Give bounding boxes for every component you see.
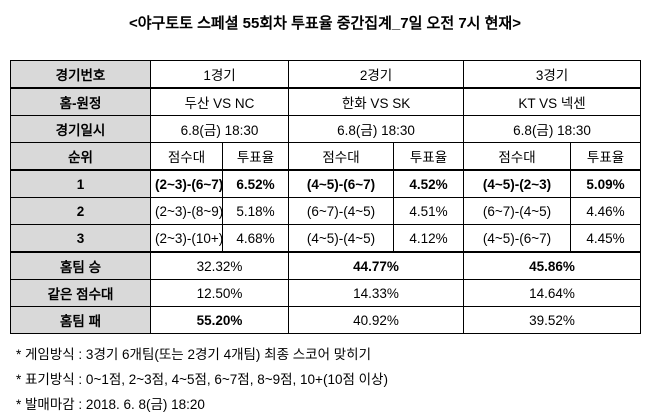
note: * 발매마감 : 2018. 6. 8(금) 18:20 [16, 397, 205, 412]
table-cell: 홈팀 패 [10, 306, 151, 334]
table-cell: 3경기 [463, 60, 642, 89]
table-cell: 4.46% [570, 197, 642, 225]
note: * 표기방식 : 0~1점, 2~3점, 4~5점, 6~7점, 8~9점, 1… [16, 372, 388, 387]
table-cell: 40.92% [288, 306, 465, 334]
table-cell: 점수대 [288, 142, 395, 171]
vote-table: 경기번호 1경기 2경기 3경기 홈-원정 두산 VS NC 한화 VS SK KT VS 넥… [10, 60, 642, 334]
table-cell: 39.52% [463, 306, 642, 334]
table-cell: 홈팀 승 [10, 251, 151, 280]
table-cell: 2 [10, 197, 151, 225]
table-cell: KT VS 넥센 [463, 87, 642, 116]
table-cell: 투표율 [221, 142, 290, 171]
table-row: 경기번호 1경기 2경기 3경기 [10, 60, 642, 89]
table-cell: (2~3)-(6~7) [150, 169, 223, 198]
table-cell: 한화 VS SK [288, 87, 465, 116]
table-cell: (4~5)-(2~3) [463, 169, 572, 198]
table-cell: 55.20% [149, 306, 290, 334]
table-cell: 경기일시 [10, 115, 151, 143]
table-cell: 45.86% [463, 251, 642, 280]
table-cell: 44.77% [288, 251, 465, 280]
table-row: 홈팀 패 55.20% 40.92% 39.52% [10, 306, 642, 334]
table-cell: 4.52% [393, 169, 465, 198]
table-cell: 투표율 [393, 142, 465, 171]
table-cell: (2~3)-(8~9) [150, 197, 223, 225]
table-cell: (4~5)-(6~7) [463, 224, 572, 253]
table-cell: 5.18% [221, 197, 290, 225]
table-cell: 5.09% [570, 169, 642, 198]
table-cell: (4~5)-(6~7) [288, 169, 395, 198]
table-cell: 6.8(금) 18:30 [463, 115, 642, 143]
table-cell: 순위 [10, 142, 151, 171]
table-row: 홈팀 승 32.32% 44.77% 45.86% [10, 251, 642, 280]
table-row: 경기일시 6.8(금) 18:30 6.8(금) 18:30 6.8(금) 18:30 [10, 115, 642, 143]
table-row: 3 (2~3)-(10+) 4.68% (4~5)-(4~5) 4.12% (4~5)-(… [10, 224, 642, 253]
table-row: 1 (2~3)-(6~7) 6.52% (4~5)-(6~7) 4.52% (4~5)-(… [10, 169, 642, 198]
table-cell: 두산 VS NC [149, 87, 290, 116]
table-cell: 4.51% [393, 197, 465, 225]
table-cell: 6.8(금) 18:30 [149, 115, 290, 143]
note: * 게임방식 : 3경기 6개팀(또는 2경기 4개팀) 최종 스코어 맞히기 [16, 347, 372, 362]
table-cell: (4~5)-(4~5) [288, 224, 395, 253]
table-cell: (2~3)-(10+) [150, 224, 223, 253]
table-cell: 점수대 [463, 142, 572, 171]
table-row: 홈-원정 두산 VS NC 한화 VS SK KT VS 넥센 [10, 87, 642, 116]
table-cell: 1 [10, 169, 151, 198]
table-cell: 홈-원정 [10, 87, 151, 116]
table-cell: 4.12% [393, 224, 465, 253]
table-cell: (6~7)-(4~5) [288, 197, 395, 225]
table-cell: 4.45% [570, 224, 642, 253]
table-cell: 6.8(금) 18:30 [288, 115, 465, 143]
table-row: 순위 점수대 투표율 점수대 투표율 점수대 투표율 [10, 142, 642, 171]
table-cell: 3 [10, 224, 151, 253]
table-cell: 투표율 [570, 142, 642, 171]
table-row: 2 (2~3)-(8~9) 5.18% (6~7)-(4~5) 4.51% (6~7)-(… [10, 197, 642, 225]
title: <야구토토 스페셜 55회차 투표율 중간집계_7일 오전 7시 현재> [128, 15, 521, 32]
table-row: 같은 점수대 12.50% 14.33% 14.64% [10, 279, 642, 307]
table-cell: 1경기 [149, 60, 290, 89]
table-cell: 4.68% [221, 224, 290, 253]
table-cell: 12.50% [149, 279, 290, 307]
table-cell: 14.33% [288, 279, 465, 307]
table-cell: 경기번호 [10, 60, 151, 89]
table-cell: 점수대 [150, 142, 223, 171]
table-cell: 6.52% [221, 169, 290, 198]
table-cell: 같은 점수대 [10, 279, 151, 307]
table-cell: 14.64% [463, 279, 642, 307]
table-cell: 32.32% [149, 251, 290, 280]
notes: * 게임방식 : 3경기 6개팀(또는 2경기 4개팀) 최종 스코어 맞히기 *… [16, 342, 388, 417]
table-cell: 2경기 [288, 60, 465, 89]
table-cell: (6~7)-(4~5) [463, 197, 572, 225]
